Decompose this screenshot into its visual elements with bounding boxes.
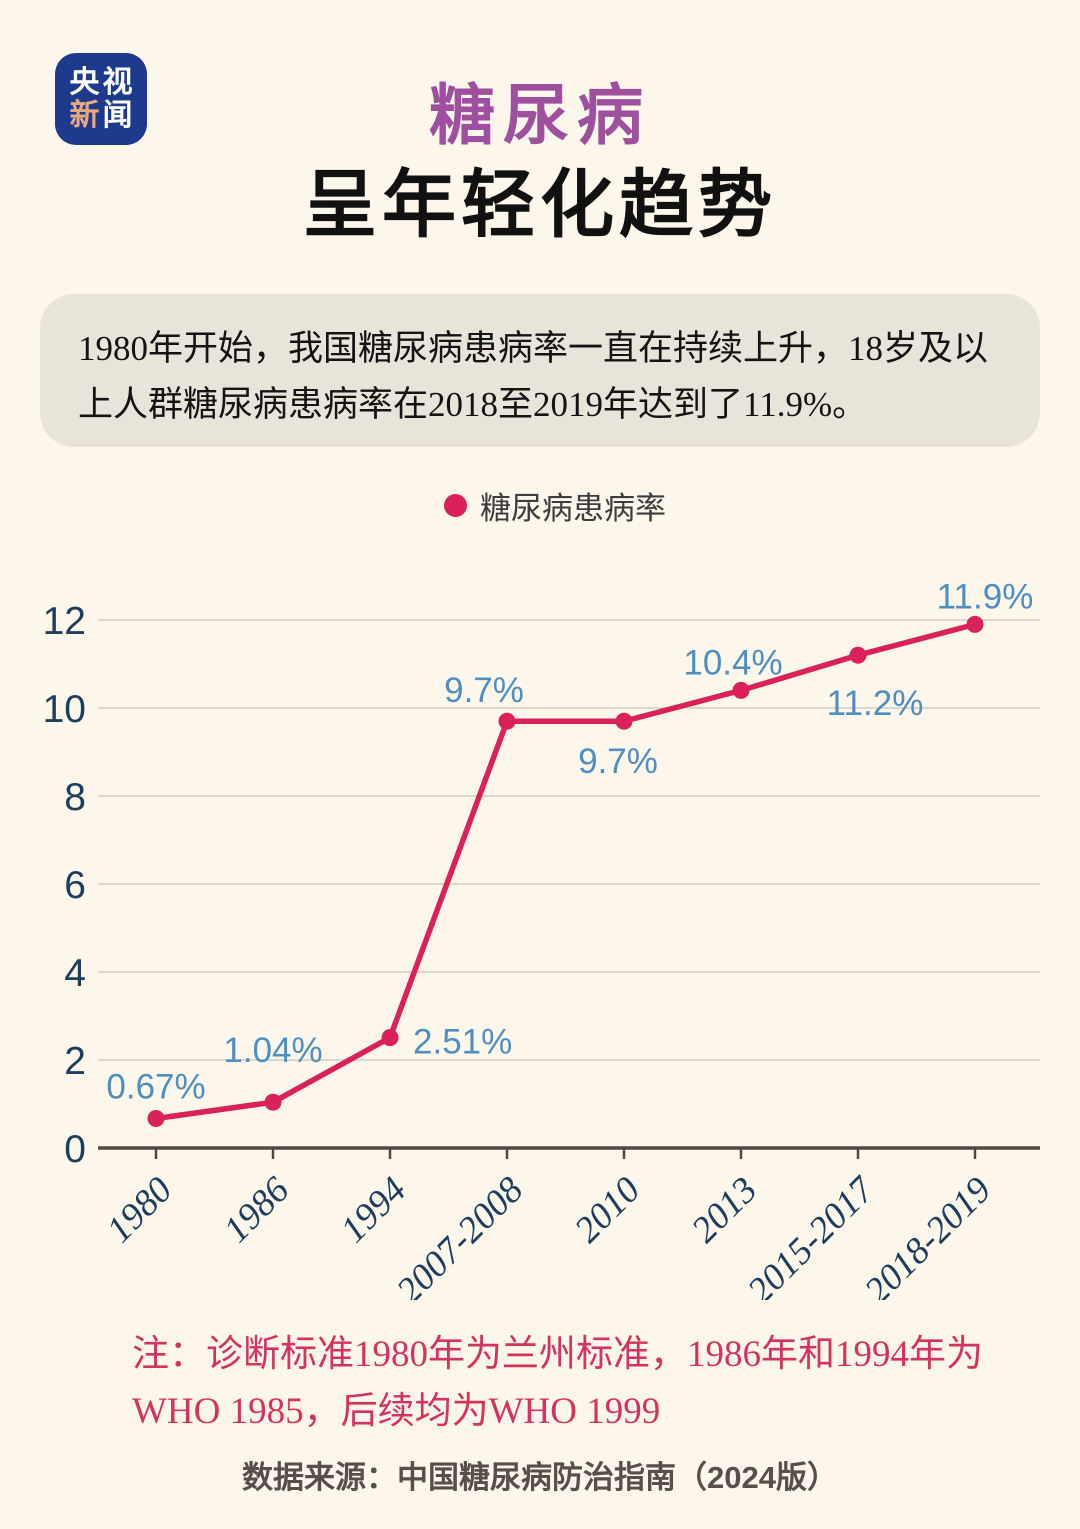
data-label: 9.7% [578, 742, 658, 781]
summary-text: 1980年开始，我国糖尿病患病率一直在持续上升，18岁及以上人群糖尿病患病率在2… [78, 329, 989, 424]
data-label: 11.2% [827, 684, 924, 723]
svg-text:2007-2008: 2007-2008 [389, 1169, 532, 1300]
svg-text:2: 2 [64, 1040, 86, 1083]
data-label: 9.7% [444, 671, 524, 710]
data-point [732, 681, 750, 699]
logo-char: 新 [69, 98, 103, 132]
series-line [155, 621, 976, 1122]
data-point [615, 712, 633, 730]
logo-text-row-1: 央视 [67, 65, 136, 99]
legend-label: 糖尿病患病率 [480, 491, 666, 526]
data-label: 10.4% [683, 643, 782, 682]
logo-char: 闻 [102, 98, 136, 132]
data-label: 11.9% [937, 577, 1034, 616]
svg-text:2018-2019: 2018-2019 [857, 1169, 999, 1300]
footnote-line-2: WHO 1985，后续均为WHO 1999 [132, 1391, 661, 1433]
svg-text:0: 0 [64, 1128, 86, 1171]
summary-box: 1980年开始，我国糖尿病患病率一直在持续上升，18岁及以上人群糖尿病患病率在2… [40, 294, 1040, 447]
data-point [966, 615, 984, 633]
svg-text:4: 4 [64, 952, 86, 995]
svg-text:1986: 1986 [216, 1169, 298, 1251]
svg-text:6: 6 [64, 864, 86, 907]
gridlines [98, 619, 1040, 1061]
data-point [498, 712, 516, 730]
title-block: 糖尿病 呈年轻化趋势 [0, 78, 1080, 245]
data-point [849, 646, 867, 664]
svg-text:8: 8 [64, 776, 86, 819]
data-label: 0.67% [106, 1068, 205, 1107]
data-point [381, 1029, 399, 1047]
data-labels: 0.67% 1.04% 2.51% 9.7% 9.7% 10.4% 11.2% 11.9% [106, 577, 1033, 1106]
x-axis [98, 1146, 1040, 1159]
y-axis-labels: 0 2 4 6 8 10 12 [43, 600, 86, 1171]
data-point [147, 1110, 165, 1127]
footnote-line-1: 注：诊断标准1980年为兰州标准，1986年和1994年为 [132, 1334, 983, 1375]
logo-text-row-2: 新闻 [67, 98, 136, 132]
data-source: 数据来源：中国糖尿病防治指南（2024版） [242, 1460, 838, 1495]
cctv-news-logo: 央视 新闻 [55, 53, 147, 145]
svg-text:10: 10 [43, 688, 86, 731]
chart-legend: 糖尿病患病率 [15, 483, 1080, 528]
logo-char: 央 [69, 65, 103, 99]
data-point [264, 1093, 282, 1111]
svg-text:12: 12 [43, 600, 86, 643]
footnote: 注：诊断标准1980年为兰州标准，1986年和1994年为 WHO 1985，后… [132, 1326, 1012, 1441]
data-points [147, 615, 984, 1127]
data-label: 2.51% [413, 1023, 512, 1062]
page-title: 糖尿病 [429, 78, 651, 152]
svg-text:1980: 1980 [99, 1169, 181, 1251]
page-subtitle: 呈年轻化趋势 [303, 162, 777, 246]
svg-text:2013: 2013 [684, 1169, 765, 1250]
data-label: 1.04% [223, 1031, 322, 1070]
legend-dot-icon [444, 494, 467, 517]
logo-char: 视 [102, 65, 136, 99]
svg-text:2010: 2010 [567, 1169, 649, 1251]
svg-text:1994: 1994 [333, 1169, 414, 1250]
